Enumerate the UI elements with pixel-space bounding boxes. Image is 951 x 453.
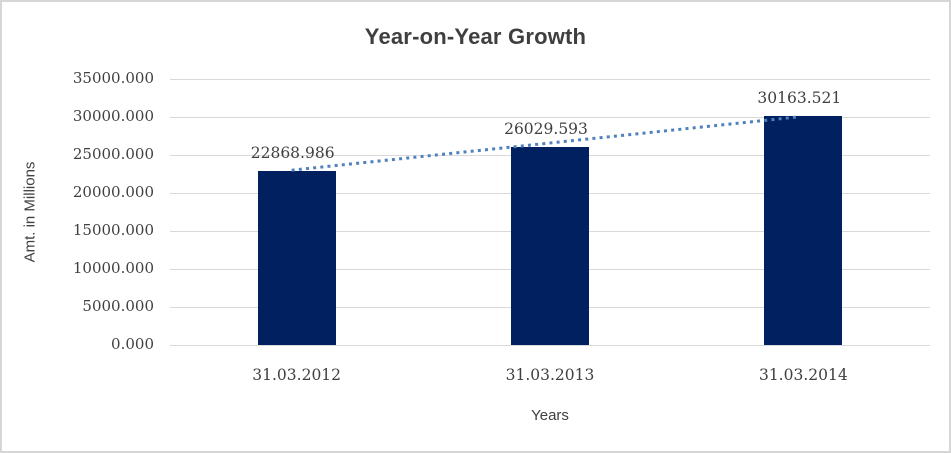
gridline: [170, 78, 930, 80]
x-tick-label: 31.03.2012: [252, 366, 342, 384]
bar: [257, 171, 336, 345]
x-tick-label: 31.03.2013: [505, 366, 595, 384]
y-tick-label: 35000.000: [72, 69, 154, 87]
data-label: 30163.521: [757, 88, 842, 107]
x-tick-label: 31.03.2014: [758, 366, 848, 384]
chart-title: Year-on-Year Growth: [364, 24, 587, 49]
data-label: 26029.593: [504, 120, 588, 139]
y-tick-label: 15000.000: [72, 221, 154, 239]
y-axis-title-text: Amt. in Millions: [21, 161, 39, 263]
gridline: [170, 344, 930, 346]
y-tick-label: 25000.000: [72, 145, 154, 163]
x-axis-title: Years: [531, 407, 569, 424]
y-tick-label: 10000.000: [72, 259, 154, 277]
y-tick-label: 20000.000: [72, 183, 154, 201]
bar: [511, 147, 589, 345]
data-label: 22868.986: [250, 144, 335, 163]
y-tick-label: 0.000: [111, 335, 154, 353]
y-tick-label: 5000.000: [82, 297, 154, 315]
bar: [764, 115, 843, 345]
y-tick-label: 30000.000: [72, 107, 154, 125]
